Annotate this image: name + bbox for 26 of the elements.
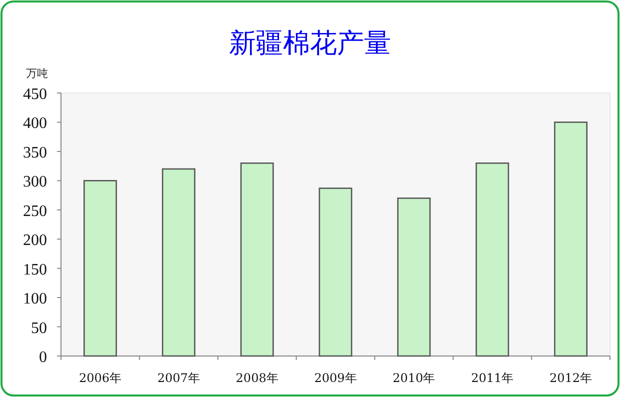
y-tick-label: 400 [23, 115, 47, 132]
x-tick-label: 2012年 [550, 371, 592, 385]
y-tick-label: 150 [23, 261, 47, 278]
x-tick-label: 2010年 [392, 371, 436, 385]
y-tick-label: 300 [23, 174, 47, 191]
bar [318, 188, 352, 357]
bar [240, 162, 274, 357]
x-tick-label: 2006年 [78, 371, 122, 385]
y-axis-title: 万吨 [26, 67, 48, 80]
y-tick-label: 350 [23, 144, 47, 162]
y-tick-label: 250 [23, 202, 47, 220]
x-tick-label: 2008年 [236, 371, 278, 385]
bar [397, 198, 431, 357]
y-tick-label: 200 [23, 232, 47, 250]
y-tick-label: 100 [23, 290, 47, 308]
y-tick-label: 0 [39, 349, 47, 366]
bar [162, 168, 196, 357]
y-tick-label: 50 [31, 320, 47, 337]
chart-title: 新疆棉花产量 [229, 28, 391, 59]
x-tick-label: 2011年 [471, 371, 514, 385]
bar [83, 180, 117, 357]
bar [554, 122, 588, 357]
x-tick-label: 2007年 [157, 371, 200, 385]
y-tick-label: 450 [23, 86, 47, 103]
x-tick-label: 2009年 [314, 371, 357, 385]
bar [476, 162, 510, 357]
